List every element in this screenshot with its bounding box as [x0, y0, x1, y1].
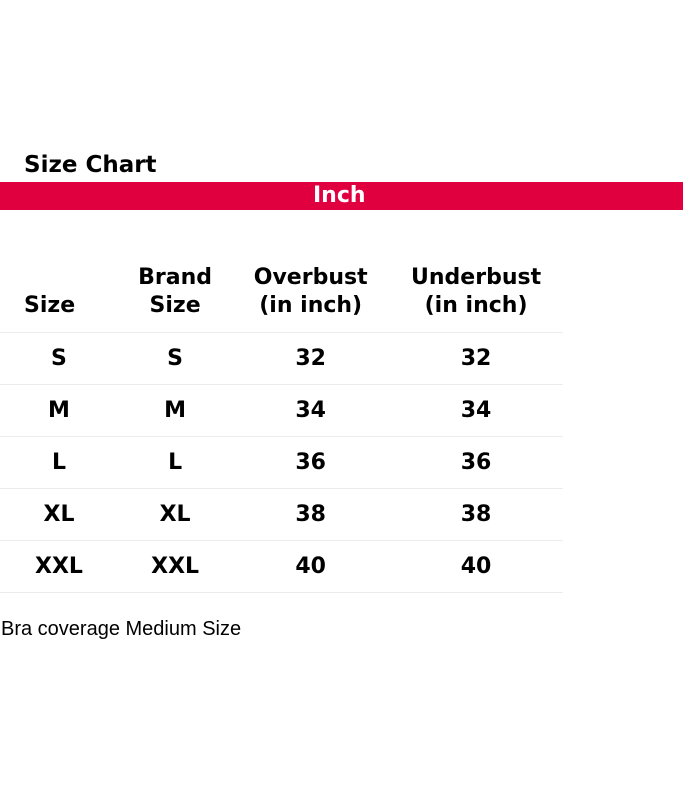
cell-brand-size: S: [117, 332, 233, 385]
cell-underbust: 38: [389, 488, 563, 541]
cell-underbust: 34: [389, 384, 563, 437]
cell-size: XL: [0, 488, 118, 541]
table-row: M M 34 34: [0, 384, 563, 437]
cell-brand-size: XL: [117, 488, 233, 541]
unit-label: Inch: [313, 183, 366, 208]
header-row: Size Brand Size Overbust (in inch) Underbu…: [0, 240, 563, 333]
coverage-note: Bra coverage Medium Size: [1, 618, 242, 640]
table-row: XXL XXL 40 40: [0, 540, 563, 593]
cell-underbust: 36: [389, 436, 563, 489]
header-overbust: Overbust (in inch): [253, 265, 368, 318]
cell-overbust: 36: [232, 436, 390, 489]
cell-overbust: 32: [232, 332, 390, 385]
page-title: Size Chart: [24, 152, 157, 178]
cell-overbust: 40: [232, 540, 390, 593]
cell-brand-size: L: [117, 436, 233, 489]
cell-overbust: 38: [232, 488, 390, 541]
size-table: Size Brand Size Overbust (in inch) Underbu…: [0, 240, 563, 593]
cell-size: XXL: [0, 540, 118, 593]
header-brand-size: Brand Size: [138, 265, 213, 318]
header-size: Size: [24, 293, 76, 318]
header-underbust: Underbust (in inch): [411, 265, 542, 318]
unit-band: Inch: [0, 182, 683, 210]
cell-brand-size: M: [117, 384, 233, 437]
cell-size: M: [0, 384, 118, 437]
cell-size: L: [0, 436, 118, 489]
cell-overbust: 34: [232, 384, 390, 437]
cell-brand-size: XXL: [117, 540, 233, 593]
table-row: S S 32 32: [0, 332, 563, 385]
cell-underbust: 32: [389, 332, 563, 385]
cell-underbust: 40: [389, 540, 563, 593]
table-row: XL XL 38 38: [0, 488, 563, 541]
cell-size: S: [0, 332, 118, 385]
table-row: L L 36 36: [0, 436, 563, 489]
